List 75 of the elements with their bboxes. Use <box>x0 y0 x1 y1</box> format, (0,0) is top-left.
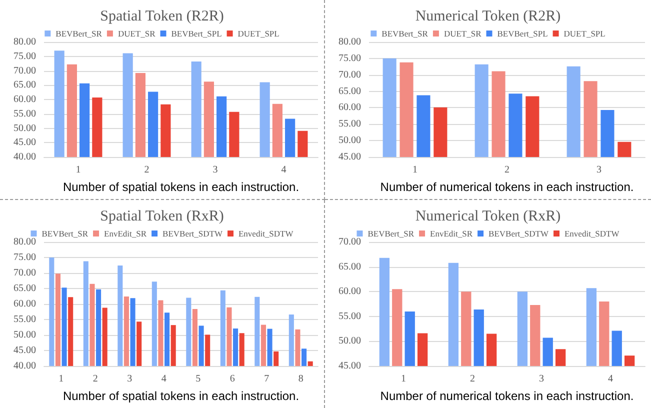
y-tick-label: 70.00 <box>14 268 36 278</box>
y-tick-label: 45.00 <box>338 152 361 162</box>
y-tick-label: 60.00 <box>14 94 36 105</box>
x-axis-title: Number of spatial tokens in each instruction. <box>62 389 300 403</box>
y-tick-label: 70.00 <box>338 236 361 248</box>
y-tick-label: 40.00 <box>14 152 36 162</box>
x-tick-label: 3 <box>212 164 218 176</box>
x-axis-title: Number of numerical tokens in each instruction. <box>380 180 634 194</box>
legend-label: BEVBert_SR <box>56 28 102 38</box>
y-tick-label: 60.00 <box>338 286 361 298</box>
x-tick-label: 1 <box>58 374 64 384</box>
x-tick-label: 1 <box>401 374 406 384</box>
x-tick-label: 2 <box>470 374 475 384</box>
x-tick-label: 3 <box>596 164 602 176</box>
y-tick-label: 45.00 <box>14 345 36 356</box>
y-tick-label: 75.00 <box>338 52 361 64</box>
y-tick-label: 55.00 <box>14 314 36 325</box>
y-tick-label: 75.00 <box>14 50 36 62</box>
x-tick-label: 3 <box>127 374 132 384</box>
y-tick-label: 75.00 <box>14 252 36 263</box>
y-tick-label: 45.00 <box>338 360 361 372</box>
y-tick-label: 50.00 <box>338 336 361 347</box>
y-tick-label: 80.00 <box>14 236 36 248</box>
y-tick-label: 65.00 <box>14 80 36 91</box>
y-tick-label: 50.00 <box>14 122 36 134</box>
y-tick-label: 65.00 <box>14 283 36 294</box>
chart-title: Spatial Token (RxR) <box>100 208 224 224</box>
y-tick-label: 55.00 <box>14 108 36 120</box>
x-tick-label: 4 <box>161 374 166 384</box>
y-tick-label: 50.00 <box>338 135 361 146</box>
x-tick-label: 6 <box>230 374 235 384</box>
x-tick-label: 1 <box>76 164 81 176</box>
legend-label: BEVBert_SR <box>368 228 414 238</box>
x-tick-label: 3 <box>539 374 544 384</box>
y-tick-label: 60.00 <box>338 102 361 114</box>
y-tick-label: 45.00 <box>14 137 36 148</box>
y-tick-label: 70.00 <box>338 69 361 80</box>
legend-label: DUET_SPL <box>564 28 606 38</box>
y-tick-label: 55.00 <box>338 310 361 322</box>
chart-title: Numerical Token (RxR) <box>415 208 561 224</box>
chart-title: Spatial Token (R2R) <box>100 8 224 24</box>
y-tick-label: 80.00 <box>338 36 361 48</box>
y-tick-label: 80.00 <box>14 36 36 48</box>
y-tick-label: 50.00 <box>14 330 36 340</box>
legend-label: BEVBert_SR <box>42 228 88 238</box>
x-axis-title: Number of numerical tokens in each instruction. <box>380 389 634 403</box>
legend-label: DUET_SR <box>444 28 482 38</box>
x-tick-label: 8 <box>298 374 304 384</box>
legend-label: BEVBert_SDTW <box>162 228 222 238</box>
legend-label: BEVBert_SPL <box>497 28 548 38</box>
y-tick-label: 65.00 <box>338 261 361 272</box>
x-tick-label: 1 <box>412 164 418 176</box>
legend-label: BEVBert_SDTW <box>488 228 548 238</box>
x-axis-title: Number of spatial tokens in each instruction. <box>62 180 300 194</box>
legend-label: Envedit_SDTW <box>238 228 294 238</box>
y-tick-label: 55.00 <box>338 118 361 130</box>
y-tick-label: 65.00 <box>338 86 361 97</box>
legend-label: BEVBert_SPL <box>171 28 222 38</box>
y-tick-label: 40.00 <box>14 360 36 372</box>
legend-label: BEVBert_SR <box>382 28 428 38</box>
legend-label: EnvEdit_SR <box>104 228 147 238</box>
legend-label: DUET_SR <box>118 28 156 38</box>
legend-label: DUET_SPL <box>238 28 280 38</box>
chart-title: Numerical Token (R2R) <box>415 8 561 24</box>
x-tick-label: 2 <box>504 164 510 176</box>
x-tick-label: 4 <box>281 164 286 176</box>
y-tick-label: 70.00 <box>14 65 36 76</box>
legend-label: Envedit_SDTW <box>564 228 620 238</box>
y-tick-label: 60.00 <box>14 298 36 310</box>
legend-label: EnvEdit_SR <box>430 228 473 238</box>
x-tick-label: 5 <box>196 374 201 384</box>
x-tick-label: 2 <box>92 374 98 384</box>
x-tick-label: 7 <box>264 374 270 384</box>
x-tick-label: 2 <box>144 164 150 176</box>
x-tick-label: 4 <box>608 374 613 384</box>
